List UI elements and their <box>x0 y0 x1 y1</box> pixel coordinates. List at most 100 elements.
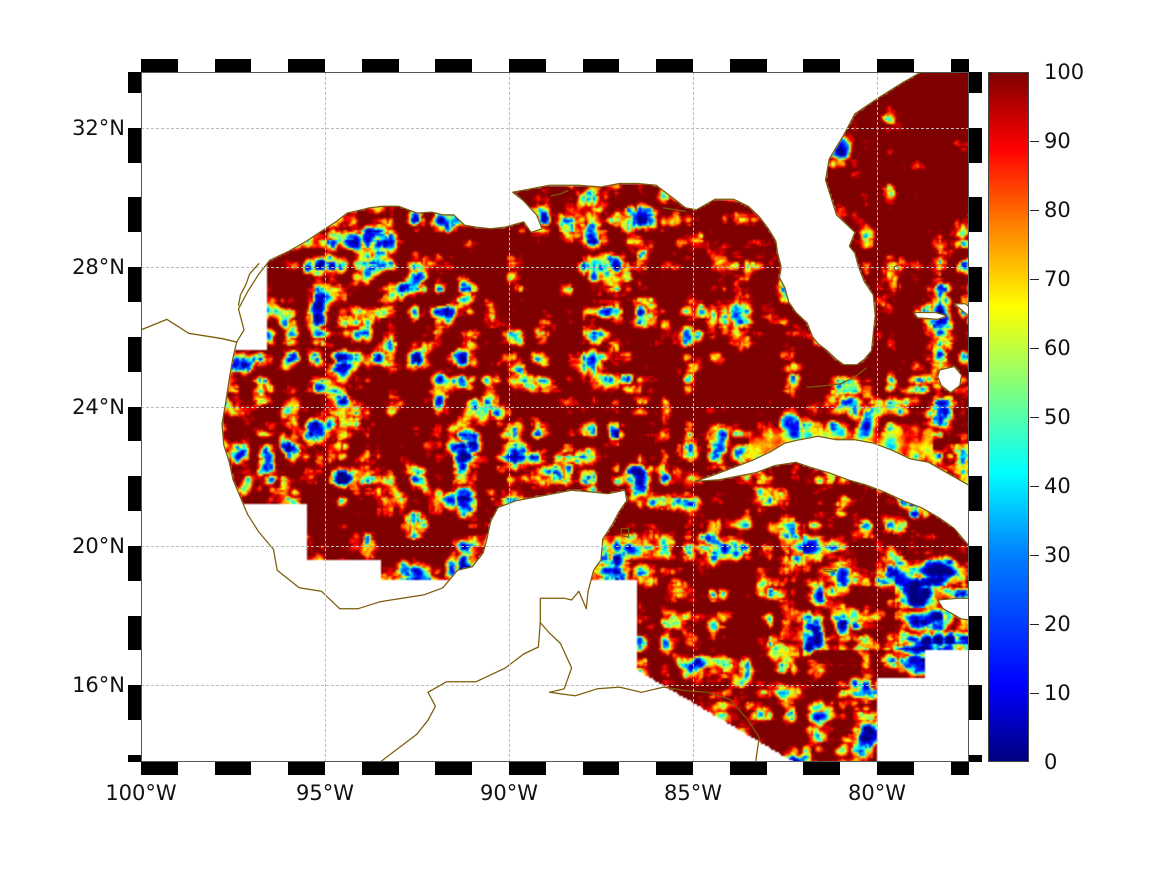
gridline-lon-1 <box>325 72 326 762</box>
landmass-andros <box>937 365 963 394</box>
frame-top-11 <box>545 59 583 72</box>
colorbar[interactable] <box>988 72 1029 762</box>
frame-right-edge0 <box>969 755 982 762</box>
frame-top-9 <box>472 59 509 72</box>
frame-right-15 <box>969 197 982 233</box>
frame-left-5 <box>128 545 141 581</box>
coastline-honduras <box>548 686 760 762</box>
frame-left-2 <box>128 650 141 686</box>
frame-bottom-17 <box>766 762 804 775</box>
gridline-lat-1 <box>141 545 969 547</box>
gridline-lat-0 <box>141 685 969 687</box>
frame-left-15 <box>128 197 141 233</box>
frame-bottom-0 <box>141 762 178 775</box>
frame-left-19 <box>128 72 141 93</box>
coastline-layer <box>141 72 969 762</box>
frame-bottom-13 <box>619 762 657 775</box>
lat-tick-label-4: 32°N <box>72 115 125 140</box>
gridline-lon-2 <box>509 72 510 762</box>
frame-top-19 <box>840 59 877 72</box>
coastline-cozumel <box>620 527 630 538</box>
frame-bottom-11 <box>545 762 583 775</box>
colorbar-tick-9 <box>1030 141 1039 142</box>
frame-bottom-3 <box>251 762 289 775</box>
frame-bottom-14 <box>656 762 693 775</box>
lat-tick-label-3: 28°N <box>72 255 125 280</box>
frame-top-0 <box>141 59 178 72</box>
frame-right-17 <box>969 127 982 163</box>
colorbar-tick-label-9: 90 <box>1044 129 1071 153</box>
colorbar-tick-8 <box>1030 210 1039 211</box>
frame-left-12 <box>128 302 141 337</box>
frame-left-7 <box>128 476 141 512</box>
frame-right-18 <box>969 92 982 128</box>
frame-right-19 <box>969 72 982 93</box>
lon-tick-label-2: 90°W <box>480 781 538 805</box>
colorbar-tick-2 <box>1030 624 1039 625</box>
landmass-abaco <box>953 303 969 318</box>
frame-right-4 <box>969 580 982 616</box>
gridline-lon-0 <box>141 72 142 762</box>
frame-right-5 <box>969 545 982 581</box>
frame-bottom-12 <box>582 762 620 775</box>
frame-top-6 <box>361 59 399 72</box>
frame-left-3 <box>128 615 141 651</box>
frame-top-12 <box>582 59 620 72</box>
frame-left-17 <box>128 127 141 163</box>
lon-tick-label-4: 80°W <box>848 781 906 805</box>
frame-right-16 <box>969 162 982 198</box>
map-plot-area[interactable] <box>141 72 969 762</box>
frame-bottom-5 <box>325 762 362 775</box>
colorbar-tick-label-0: 0 <box>1044 750 1058 774</box>
colorbar-tick-label-7: 70 <box>1044 267 1071 291</box>
landmass-mexico <box>141 318 628 762</box>
gridline-lat-2 <box>141 406 969 408</box>
frame-right-0 <box>969 720 982 756</box>
frame-top-7 <box>398 59 436 72</box>
frame-right-2 <box>969 650 982 686</box>
frame-bottom-8 <box>435 762 473 775</box>
colorbar-tick-label-4: 40 <box>1044 474 1071 498</box>
frame-top-21 <box>913 59 951 72</box>
gridline-lon-4 <box>877 72 878 762</box>
frame-left-0 <box>128 720 141 756</box>
frame-bottom-19 <box>840 762 877 775</box>
frame-right-3 <box>969 615 982 651</box>
frame-bottom-15 <box>693 762 730 775</box>
frame-bottom-18 <box>803 762 841 775</box>
colorbar-tick-5 <box>1030 417 1039 418</box>
frame-top-10 <box>509 59 546 72</box>
frame-right-14 <box>969 232 982 268</box>
gridline-lat-4 <box>141 127 969 129</box>
frame-top-22 <box>950 59 969 72</box>
frame-bottom-22 <box>950 762 969 775</box>
frame-left-10 <box>128 371 141 407</box>
coastline-guatemala <box>539 621 573 693</box>
frame-bottom-6 <box>361 762 399 775</box>
frame-top-2 <box>214 59 252 72</box>
frame-left-11 <box>128 336 141 372</box>
frame-top-17 <box>766 59 804 72</box>
colorbar-tick-label-6: 60 <box>1044 336 1071 360</box>
colorbar-tick-label-5: 50 <box>1044 405 1071 429</box>
frame-bottom-1 <box>177 762 215 775</box>
frame-left-6 <box>128 511 141 546</box>
gridline-lon-3 <box>693 72 694 762</box>
frame-top-15 <box>693 59 730 72</box>
lat-tick-label-0: 16°N <box>72 673 125 698</box>
lon-tick-label-0: 100°W <box>105 781 177 805</box>
frame-top-14 <box>656 59 693 72</box>
coastline-chandeleur <box>550 189 569 197</box>
frame-right-8 <box>969 441 982 477</box>
frame-top-18 <box>803 59 841 72</box>
coastline-nwfl_isl <box>662 207 687 213</box>
landmass-cuba <box>694 435 969 547</box>
frame-bottom-10 <box>509 762 546 775</box>
colorbar-tick-label-10: 100 <box>1044 60 1085 84</box>
colorbar-tick-label-8: 80 <box>1044 198 1071 222</box>
frame-left-1 <box>128 685 141 721</box>
colorbar-tick-label-2: 20 <box>1044 612 1071 636</box>
frame-bottom-21 <box>913 762 951 775</box>
coastline-keys <box>806 367 867 389</box>
